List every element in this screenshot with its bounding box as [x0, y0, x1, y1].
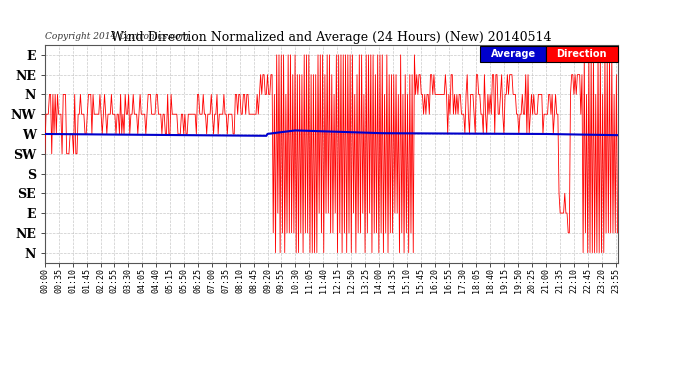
FancyBboxPatch shape	[546, 46, 618, 62]
Title: Wind Direction Normalized and Average (24 Hours) (New) 20140514: Wind Direction Normalized and Average (2…	[111, 31, 551, 44]
FancyBboxPatch shape	[480, 46, 546, 62]
Text: Average: Average	[491, 50, 535, 59]
Text: Copyright 2014 Cartronics.com: Copyright 2014 Cartronics.com	[45, 32, 189, 40]
Text: Direction: Direction	[557, 50, 607, 59]
